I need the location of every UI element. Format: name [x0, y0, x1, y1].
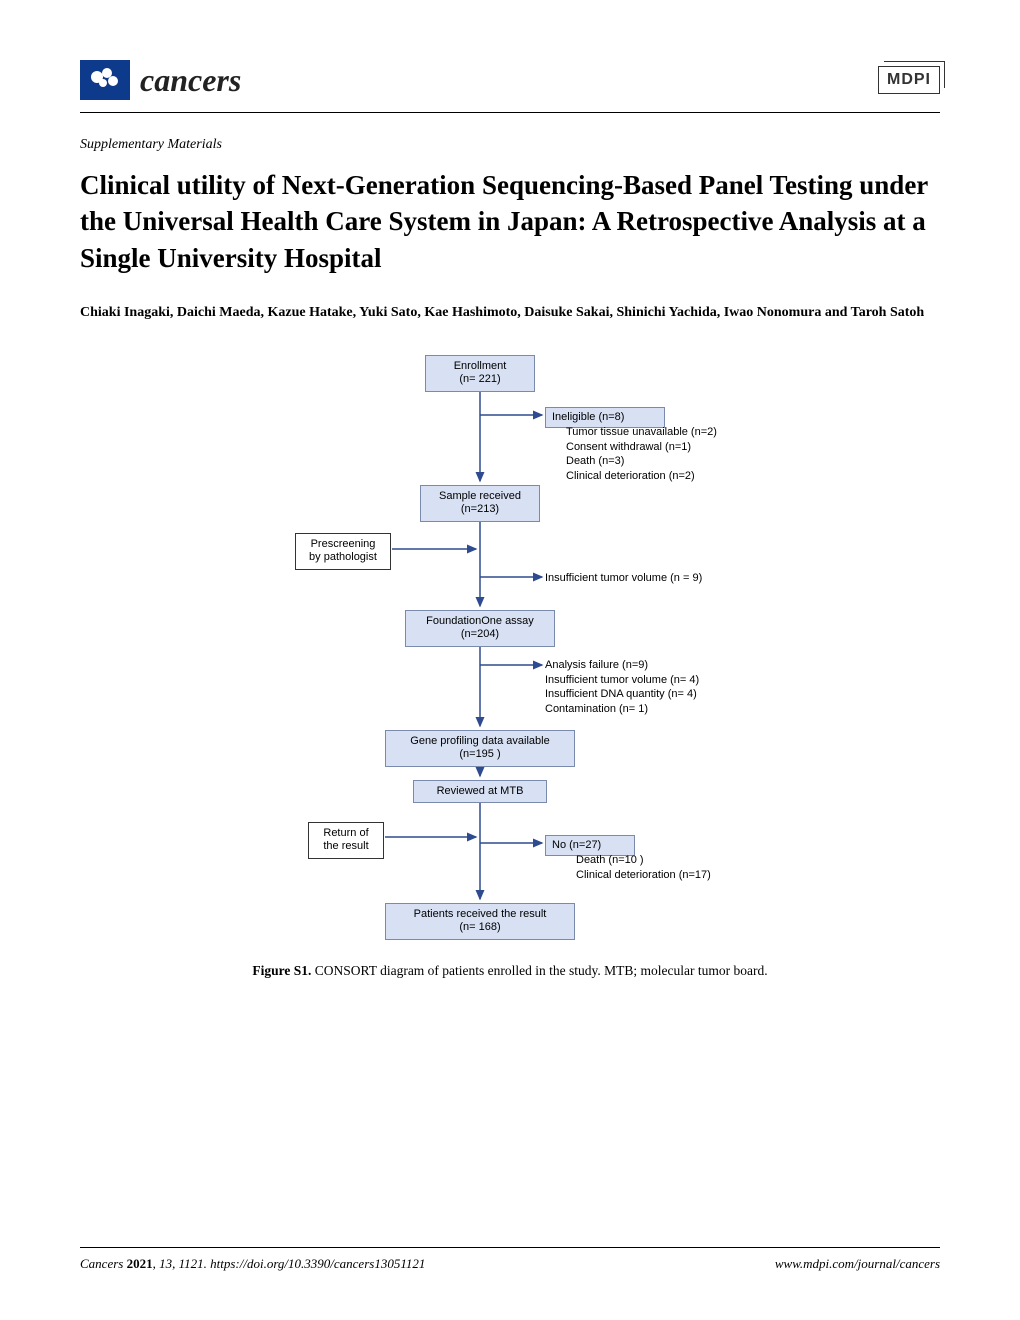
author-list: Chiaki Inagaki, Daichi Maeda, Kazue Hata… — [80, 302, 940, 324]
section-label: Supplementary Materials — [80, 137, 940, 153]
publisher-logo: MDPI — [878, 66, 940, 94]
journal-logo: cancers — [80, 60, 241, 100]
footer-citation: Cancers 2021, 13, 1121. https://doi.org/… — [80, 1256, 425, 1272]
caption-text: CONSORT diagram of patients enrolled in … — [311, 963, 767, 978]
flow-node-enroll: Enrollment (n= 221) — [425, 355, 535, 393]
article-title: Clinical utility of Next-Generation Sequ… — [80, 167, 940, 276]
flow-annotation-ineligible_body: Tumor tissue unavailable (n=2) Consent w… — [566, 425, 717, 484]
flow-node-f1assay: FoundationOne assay (n=204) — [405, 610, 555, 648]
journal-logo-icon — [80, 60, 130, 100]
footer-journal: Cancers — [80, 1256, 123, 1271]
page-footer: Cancers 2021, 13, 1121. https://doi.org/… — [80, 1247, 940, 1272]
footer-doi: https://doi.org/10.3390/cancers13051121 — [210, 1256, 425, 1271]
page-header: cancers MDPI — [80, 60, 940, 113]
flow-annotation-no_body: Death (n=10 ) Clinical deterioration (n=… — [576, 853, 711, 883]
flow-node-mtb: Reviewed at MTB — [413, 780, 547, 804]
footer-issue: 13 — [159, 1256, 172, 1271]
flow-sidebox-prescreen: Prescreening by pathologist — [295, 533, 391, 571]
journal-name: cancers — [140, 62, 241, 99]
consort-flowchart: Enrollment (n= 221) Sample received (n=21… — [250, 355, 770, 945]
cells-icon — [87, 63, 123, 97]
footer-year: 2021 — [127, 1256, 153, 1271]
figure-caption: Figure S1. CONSORT diagram of patients e… — [80, 963, 940, 979]
footer-page: 1121 — [179, 1256, 204, 1271]
flow-annotation-analysis_fail: Analysis failure (n=9) Insufficient tumo… — [545, 658, 699, 717]
footer-url: www.mdpi.com/journal/cancers — [775, 1256, 940, 1272]
flow-sidebox-return: Return of the result — [308, 822, 384, 860]
flow-node-profile: Gene profiling data available (n=195 ) — [385, 730, 575, 768]
flow-node-final: Patients received the result (n= 168) — [385, 903, 575, 941]
caption-label: Figure S1. — [252, 963, 311, 978]
figure-container: Enrollment (n= 221) Sample received (n=21… — [80, 355, 940, 945]
flow-node-sample: Sample received (n=213) — [420, 485, 540, 523]
flow-annotation-insuff_vol: Insufficient tumor volume (n = 9) — [545, 571, 702, 586]
